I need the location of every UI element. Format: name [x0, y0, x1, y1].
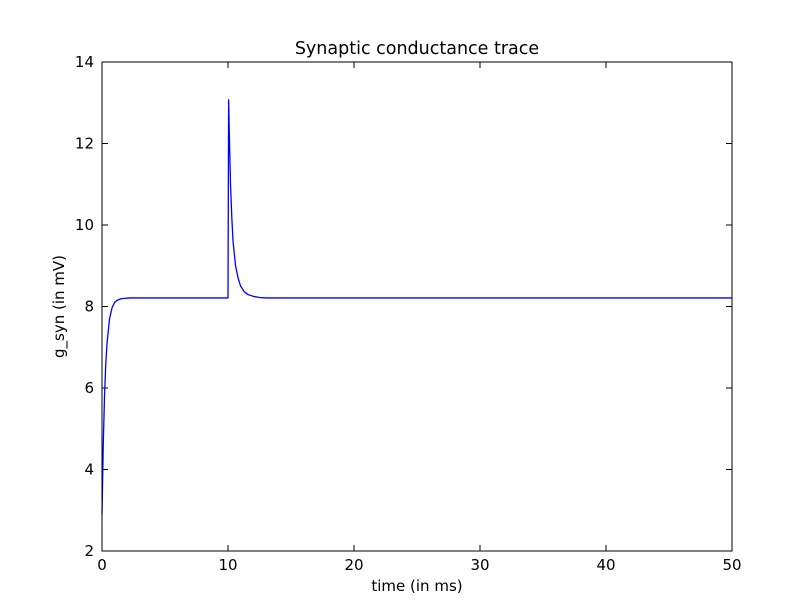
x-tick-label: 30 [470, 556, 489, 574]
x-tick-label: 20 [344, 556, 363, 574]
ticks-layer: 0 10 20 30 40 50 2 4 6 8 10 12 14 [75, 53, 742, 574]
x-tick-label: 10 [218, 556, 237, 574]
x-tick-label: 40 [596, 556, 615, 574]
y-tick-label: 6 [84, 379, 94, 397]
series-line [101, 99, 732, 515]
y-tick-label: 12 [75, 135, 94, 153]
x-tick-label: 0 [97, 556, 107, 574]
chart-title: Synaptic conductance trace [295, 39, 539, 59]
y-tick-label: 10 [75, 216, 94, 234]
y-tick-label: 4 [84, 461, 94, 479]
y-tick-label: 8 [84, 298, 94, 316]
x-tick-label: 50 [722, 556, 741, 574]
plot-area-frame [101, 61, 733, 552]
series-layer [101, 99, 732, 515]
y-tick-label: 14 [75, 53, 94, 71]
y-axis-label: g_syn (in mV) [50, 255, 69, 358]
x-axis-label: time (in ms) [371, 577, 462, 595]
y-tick-label: 2 [84, 542, 94, 560]
